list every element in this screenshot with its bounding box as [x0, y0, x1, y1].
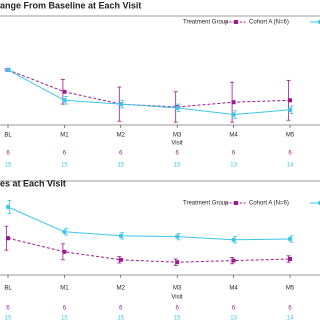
count-label: 15	[117, 163, 124, 169]
point	[5, 204, 11, 210]
x-tick-label: M2	[117, 133, 126, 139]
legend-marker	[234, 201, 238, 205]
count-label: 14	[287, 163, 294, 169]
x-tick-label: BL	[4, 286, 12, 292]
series-line	[7, 69, 291, 108]
point	[175, 105, 180, 111]
count-label: 15	[61, 316, 68, 320]
point	[287, 107, 293, 113]
count-label: 13	[230, 163, 237, 169]
count-label: 6	[288, 151, 292, 157]
point	[175, 260, 180, 265]
legend-title: Treatment Group	[183, 201, 229, 207]
x-tick-label: M4	[229, 286, 238, 292]
x-axis-label: Visit	[171, 141, 183, 147]
count-label: 6	[176, 151, 180, 157]
count-label: 14	[287, 316, 294, 320]
point	[288, 98, 292, 103]
x-tick-label: M4	[229, 133, 238, 139]
count-label: 15	[5, 316, 12, 320]
x-tick-label: BL	[4, 133, 12, 139]
x-tick-label: M1	[60, 133, 69, 139]
count-label: 15	[117, 316, 124, 320]
point	[231, 100, 236, 105]
count-label: 6	[288, 306, 292, 312]
count-label: 6	[63, 306, 67, 312]
count-label: 6	[119, 151, 123, 157]
chart-title: ange From Baseline at Each Visit	[0, 0, 141, 10]
point	[231, 112, 236, 117]
series-line	[7, 206, 291, 241]
point	[62, 229, 67, 234]
count-label: 6	[176, 306, 180, 312]
count-label: 15	[5, 163, 12, 169]
x-tick-label: M5	[286, 133, 295, 139]
count-label: 13	[230, 316, 237, 320]
series-line	[7, 69, 291, 116]
point	[62, 89, 67, 94]
point	[287, 236, 293, 242]
series-line	[7, 237, 291, 263]
point	[231, 237, 236, 242]
x-tick-label: M2	[117, 286, 126, 292]
legend-marker	[317, 200, 320, 206]
count-label: 15	[61, 163, 68, 169]
point	[118, 101, 124, 107]
legend-title: Treatment Group	[183, 20, 229, 26]
count-label: 6	[6, 306, 10, 312]
legend-marker	[234, 20, 238, 24]
point	[118, 257, 123, 262]
count-label: 6	[6, 151, 10, 157]
point	[288, 257, 292, 261]
point	[231, 258, 236, 263]
count-label: 6	[232, 151, 236, 157]
x-tick-label: M3	[173, 286, 182, 292]
count-label: 6	[63, 151, 67, 157]
point	[62, 98, 67, 103]
point	[5, 67, 11, 73]
x-axis-label: Visit	[171, 295, 183, 301]
x-tick-label: M5	[286, 286, 295, 292]
x-tick-label: M1	[60, 286, 69, 292]
x-tick-label: M3	[173, 133, 182, 139]
count-label: 15	[174, 163, 181, 169]
point	[175, 234, 180, 239]
chart-title: es at Each Visit	[0, 178, 66, 188]
point	[6, 236, 10, 241]
point	[62, 249, 67, 254]
count-label: 15	[174, 316, 181, 320]
count-label: 6	[119, 306, 123, 312]
count-label: 6	[232, 306, 236, 312]
legend-marker	[317, 19, 320, 25]
legend-label: Cohort A (N=6)	[249, 201, 289, 207]
legend-label: Cohort A (N=6)	[249, 20, 289, 26]
point	[118, 233, 124, 238]
